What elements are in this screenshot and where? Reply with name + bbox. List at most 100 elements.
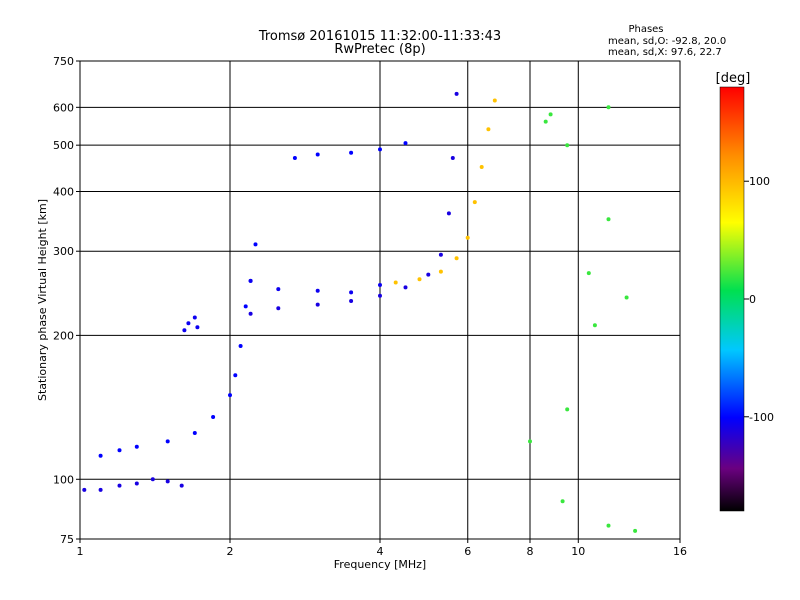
trace-0-point-0 bbox=[82, 487, 87, 492]
trace-6-point-1 bbox=[417, 277, 422, 282]
colorbar-tick-label-1: 0 bbox=[749, 293, 756, 306]
trace-4-point-4 bbox=[378, 283, 382, 287]
trace-7-point-8 bbox=[624, 295, 629, 300]
trace-1-point-0 bbox=[98, 453, 103, 458]
trace-7-point-9 bbox=[633, 528, 638, 533]
trace-1-point-7 bbox=[233, 373, 238, 378]
trace-1-point-4 bbox=[192, 431, 197, 435]
trace-1-point-11 bbox=[253, 242, 258, 247]
y-axis-label: Stationary phase Virtual Height [km] bbox=[36, 199, 49, 401]
trace-7-point-2 bbox=[565, 143, 570, 148]
trace-0-point-3 bbox=[134, 481, 139, 486]
trace-6-point-7 bbox=[486, 127, 491, 132]
trace-6-point-0 bbox=[393, 280, 398, 285]
trace-6-point-4 bbox=[465, 235, 470, 240]
trace-1-point-2 bbox=[134, 444, 139, 449]
x-axis-label: Frequency [MHz] bbox=[334, 558, 426, 571]
phase-stats-heading: Phases bbox=[628, 24, 663, 35]
trace-4 bbox=[248, 278, 382, 295]
trace-1-point-1 bbox=[117, 448, 122, 453]
trace-5-point-4 bbox=[403, 141, 408, 146]
trace-3-point-9 bbox=[450, 156, 455, 160]
phase-stats-o: mean, sd,O: -92.8, 20.0 bbox=[608, 36, 726, 47]
grid bbox=[80, 61, 680, 539]
trace-0-point-6 bbox=[179, 483, 184, 488]
x-tick-label-1: 2 bbox=[227, 545, 234, 558]
trace-7-point-3 bbox=[586, 271, 591, 276]
trace-0-point-5 bbox=[165, 479, 170, 484]
trace-3-point-1 bbox=[276, 306, 281, 311]
phase-stats-x: mean, sd,X: 97.6, 22.7 bbox=[608, 47, 722, 58]
trace-1 bbox=[98, 242, 258, 458]
trace-3-point-2 bbox=[315, 302, 320, 307]
trace-5 bbox=[292, 141, 408, 160]
colorbar-ticks: 100 0 -100 bbox=[744, 175, 774, 424]
x-tick-label-6: 16 bbox=[673, 545, 687, 558]
trace-4-point-1 bbox=[276, 287, 281, 292]
y-tick-label-7: 750 bbox=[53, 55, 74, 68]
chart-subtitle: RwPretec (8p) bbox=[334, 42, 425, 57]
x-axis: 1 2 4 6 8 10 16 bbox=[77, 539, 687, 558]
trace-5-point-2 bbox=[349, 150, 354, 155]
trace-2-point-3 bbox=[195, 325, 200, 330]
trace-2 bbox=[182, 315, 200, 333]
trace-3-point-6 bbox=[426, 272, 431, 277]
trace-7-point-7 bbox=[606, 523, 611, 528]
trace-2-point-1 bbox=[186, 321, 191, 326]
x-tick-label-0: 1 bbox=[77, 545, 84, 558]
trace-7-point-4 bbox=[592, 323, 597, 328]
trace-7-point-6 bbox=[606, 217, 611, 222]
trace-3-point-8 bbox=[446, 211, 451, 216]
colorbar-label: [deg] bbox=[716, 71, 751, 86]
colorbar-tick-label-2: -100 bbox=[749, 411, 774, 424]
trace-3-point-10 bbox=[454, 91, 459, 96]
trace-6-point-5 bbox=[472, 200, 477, 205]
trace-7 bbox=[528, 105, 638, 533]
trace-0-point-2 bbox=[117, 483, 122, 488]
trace-4-point-3 bbox=[349, 290, 354, 295]
y-tick-label-5: 500 bbox=[53, 139, 74, 152]
trace-2-point-2 bbox=[192, 315, 197, 320]
trace-6-point-3 bbox=[454, 256, 459, 261]
trace-1-point-9 bbox=[243, 304, 248, 309]
trace-3-point-5 bbox=[403, 285, 408, 290]
trace-0-point-1 bbox=[98, 487, 103, 492]
trace-7-point-1 bbox=[548, 112, 553, 117]
trace-5-point-0 bbox=[292, 156, 297, 160]
trace-1-point-3 bbox=[165, 439, 170, 444]
y-axis: 75 100 200 300 400 500 600 750 bbox=[53, 55, 80, 546]
trace-5-point-3 bbox=[378, 147, 382, 152]
trace-3-point-0 bbox=[248, 311, 253, 316]
y-tick-label-4: 400 bbox=[53, 185, 74, 198]
trace-4-point-2 bbox=[315, 288, 320, 293]
trace-7-point-0 bbox=[543, 119, 548, 124]
y-tick-label-3: 300 bbox=[53, 245, 74, 258]
trace-3-point-7 bbox=[438, 252, 443, 257]
y-tick-label-2: 200 bbox=[53, 329, 74, 342]
trace-7-point-12 bbox=[528, 439, 532, 444]
trace-0-point-4 bbox=[150, 477, 155, 482]
chart-title: Tromsø 20161015 11:32:00-11:33:43 bbox=[258, 29, 501, 44]
y-tick-label-6: 600 bbox=[53, 101, 74, 114]
trace-1-point-5 bbox=[211, 415, 216, 419]
trace-6-point-8 bbox=[492, 98, 497, 103]
data-points bbox=[82, 91, 638, 533]
trace-3-point-4 bbox=[378, 293, 382, 298]
trace-7-point-11 bbox=[565, 407, 570, 412]
x-tick-label-3: 6 bbox=[464, 545, 471, 558]
trace-6-point-2 bbox=[438, 269, 443, 274]
x-tick-label-2: 4 bbox=[377, 545, 384, 558]
x-tick-label-4: 8 bbox=[527, 545, 534, 558]
trace-3 bbox=[248, 91, 459, 316]
y-tick-label-1: 100 bbox=[53, 473, 74, 486]
trace-7-point-5 bbox=[606, 105, 611, 110]
trace-0 bbox=[82, 477, 184, 492]
trace-1-point-6 bbox=[228, 393, 232, 398]
trace-3-point-3 bbox=[349, 299, 354, 303]
trace-6 bbox=[393, 98, 497, 285]
trace-4-point-0 bbox=[248, 278, 253, 283]
colorbar bbox=[719, 86, 745, 512]
colorbar-tick-label-0: 100 bbox=[749, 175, 770, 188]
trace-2-point-0 bbox=[182, 328, 187, 333]
